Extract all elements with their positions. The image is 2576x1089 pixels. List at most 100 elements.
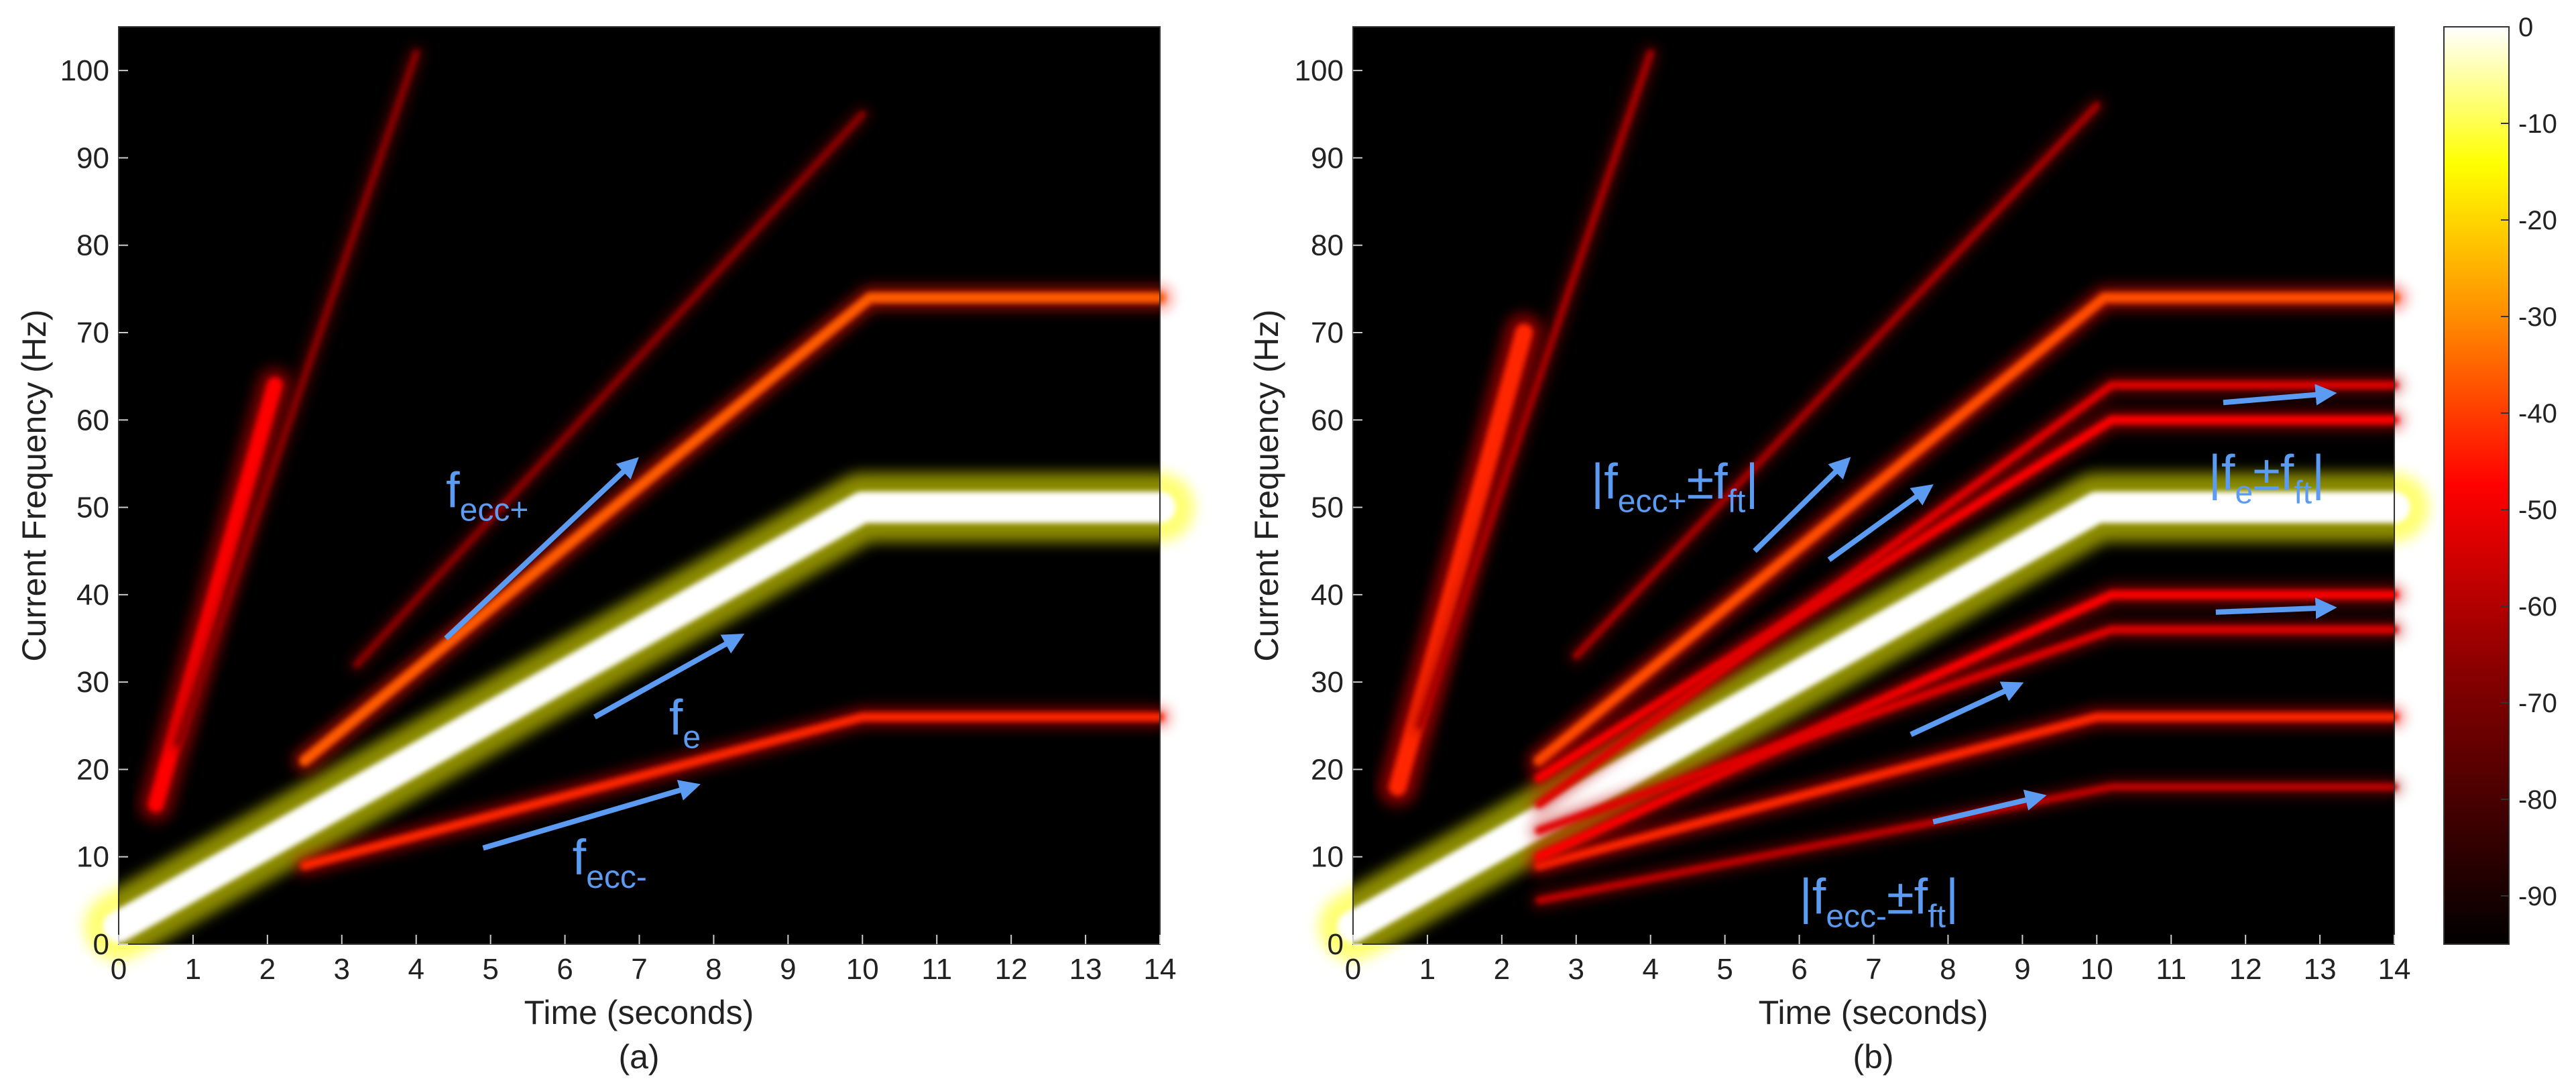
trace-b-7 — [1535, 783, 2398, 905]
y-tick-label-a-20: 20 — [76, 753, 109, 786]
y-tick-label-b-10: 10 — [1311, 841, 1344, 874]
trace-a-2 — [300, 712, 1165, 870]
x-tick-label-a-5: 5 — [482, 953, 498, 986]
y-tick-label-a-90: 90 — [76, 141, 109, 174]
x-tick-label-a-14: 14 — [1144, 953, 1177, 986]
x-tick-label-b-1: 1 — [1419, 953, 1436, 986]
x-tick-label-b-14: 14 — [2378, 953, 2411, 986]
colorbar-tick-label--70: -70 — [2518, 689, 2557, 718]
x-tick-label-a-1: 1 — [185, 953, 201, 986]
arrow-b-4 — [1910, 681, 2024, 737]
arrow-b-3 — [2215, 597, 2337, 620]
y-ticks-a: 0 10 20 30 40 50 60 70 80 90 100 — [60, 54, 128, 961]
x-tick-label-b-10: 10 — [2081, 953, 2113, 986]
annotation-b-1: |fe±fft| — [2209, 445, 2325, 511]
annotation-b-2: |fecc-±fft| — [1800, 868, 1959, 934]
y-tick-label-a-0: 0 — [93, 928, 109, 961]
x-tick-label-a-10: 10 — [846, 953, 879, 986]
trace-b-2 — [1534, 712, 2399, 870]
colorbar-tick-label--80: -80 — [2518, 785, 2557, 815]
x-ticks-b: 0 1 2 3 4 5 6 7 8 9 10 11 12 13 14 — [1345, 935, 2411, 986]
x-tick-label-a-8: 8 — [705, 953, 721, 986]
annotations-b: |fecc+±fft| |fe±fft| |fecc-±fft| — [1591, 445, 2325, 935]
y-tick-label-a-10: 10 — [76, 841, 109, 874]
trace-b-5 — [1535, 381, 2398, 809]
y-tick-label-a-100: 100 — [60, 54, 109, 87]
x-tick-label-b-13: 13 — [2304, 953, 2337, 986]
x-tick-label-a-6: 6 — [557, 953, 573, 986]
x-tick-label-b-9: 9 — [2014, 953, 2030, 986]
y-tick-label-b-100: 100 — [1295, 54, 1344, 87]
trace-b-6 — [1535, 626, 2398, 835]
x-tick-label-b-5: 5 — [1716, 953, 1733, 986]
x-tick-label-a-4: 4 — [408, 953, 424, 986]
y-tick-label-b-70: 70 — [1311, 317, 1344, 349]
y-tick-label-b-60: 60 — [1311, 404, 1344, 437]
colorbar-tick-label--30: -30 — [2518, 302, 2557, 332]
y-tick-label-a-80: 80 — [76, 229, 109, 262]
x-tick-label-b-7: 7 — [1865, 953, 1881, 986]
x-tick-label-b-3: 3 — [1568, 953, 1584, 986]
x-tick-label-a-13: 13 — [1069, 953, 1102, 986]
trace-a-4 — [174, 49, 420, 747]
y-tick-label-b-30: 30 — [1311, 666, 1344, 699]
annotations-a: fecc+ fe fecc- — [446, 463, 701, 895]
spectral-traces-a — [84, 45, 1195, 962]
x-tick-label-a-12: 12 — [995, 953, 1028, 986]
x-tick-label-a-7: 7 — [631, 953, 647, 986]
y-ticks-b: 0 10 20 30 40 50 60 70 80 90 100 — [1295, 54, 1362, 961]
annotation-a-1: fe — [669, 689, 701, 755]
annotation-b-0: |fecc+±fft| — [1591, 454, 1759, 520]
x-tick-label-b-11: 11 — [2156, 953, 2186, 986]
panel-caption-a: (a) — [618, 1038, 659, 1076]
x-tick-label-a-0: 0 — [111, 953, 127, 986]
x-tick-label-b-0: 0 — [1345, 953, 1361, 986]
x-axis-label-a: Time (seconds) — [524, 994, 754, 1031]
y-tick-label-b-40: 40 — [1311, 579, 1344, 612]
colorbar-tick-label--50: -50 — [2518, 496, 2557, 525]
x-tick-label-a-9: 9 — [780, 953, 796, 986]
y-axis-label-a: Current Frequency (Hz) — [15, 309, 53, 661]
trace-b-0-core — [1347, 502, 2400, 933]
arrow-b-1 — [1827, 484, 1934, 562]
trace-b-10 — [1572, 102, 2101, 660]
y-tick-label-b-90: 90 — [1311, 141, 1344, 174]
x-ticks-a: 0 1 2 3 4 5 6 7 8 9 10 11 12 13 14 — [111, 935, 1177, 986]
y-tick-label-b-20: 20 — [1311, 753, 1344, 786]
arrow-b-5 — [1932, 789, 2047, 825]
colorbar-ticks: 0 -10 -20 -30 -40 -50 -60 -70 -80 -90 — [2501, 13, 2557, 911]
trace-a-0-core — [113, 502, 1166, 933]
x-axis-label-b: Time (seconds) — [1759, 994, 1989, 1031]
arrows-b — [1753, 384, 2337, 825]
x-tick-label-b-8: 8 — [1940, 953, 1956, 986]
panel-caption-b: (b) — [1853, 1038, 1893, 1076]
arrows-a — [444, 457, 745, 851]
y-tick-label-a-50: 50 — [76, 492, 109, 524]
arrow-a-2 — [482, 780, 701, 851]
trace-b-9 — [1416, 49, 1654, 730]
colorbar-tick-label--90: -90 — [2518, 882, 2557, 911]
y-tick-label-a-30: 30 — [76, 666, 109, 699]
arrow-a-0 — [444, 457, 639, 640]
spectral-traces-b — [1318, 45, 2429, 962]
colorbar-tick-label--40: -40 — [2518, 399, 2557, 428]
colorbar-tick-label--10: -10 — [2518, 109, 2557, 139]
y-tick-label-b-80: 80 — [1311, 229, 1344, 262]
trace-a-1 — [299, 292, 1165, 766]
x-tick-label-b-2: 2 — [1494, 953, 1510, 986]
y-tick-label-a-60: 60 — [76, 404, 109, 437]
y-tick-label-a-40: 40 — [76, 579, 109, 612]
annotation-a-2: fecc- — [573, 829, 647, 895]
x-tick-label-b-4: 4 — [1642, 953, 1658, 986]
arrow-b-0 — [1753, 457, 1851, 553]
y-axis-label-b: Current Frequency (Hz) — [1248, 309, 1285, 661]
x-tick-label-a-2: 2 — [259, 953, 276, 986]
trace-b-1 — [1533, 292, 2400, 766]
annotation-a-0: fecc+ — [446, 463, 528, 528]
colorbar-tick-label--60: -60 — [2518, 592, 2557, 622]
x-tick-label-b-12: 12 — [2229, 953, 2262, 986]
arrow-b-2 — [2223, 384, 2337, 406]
